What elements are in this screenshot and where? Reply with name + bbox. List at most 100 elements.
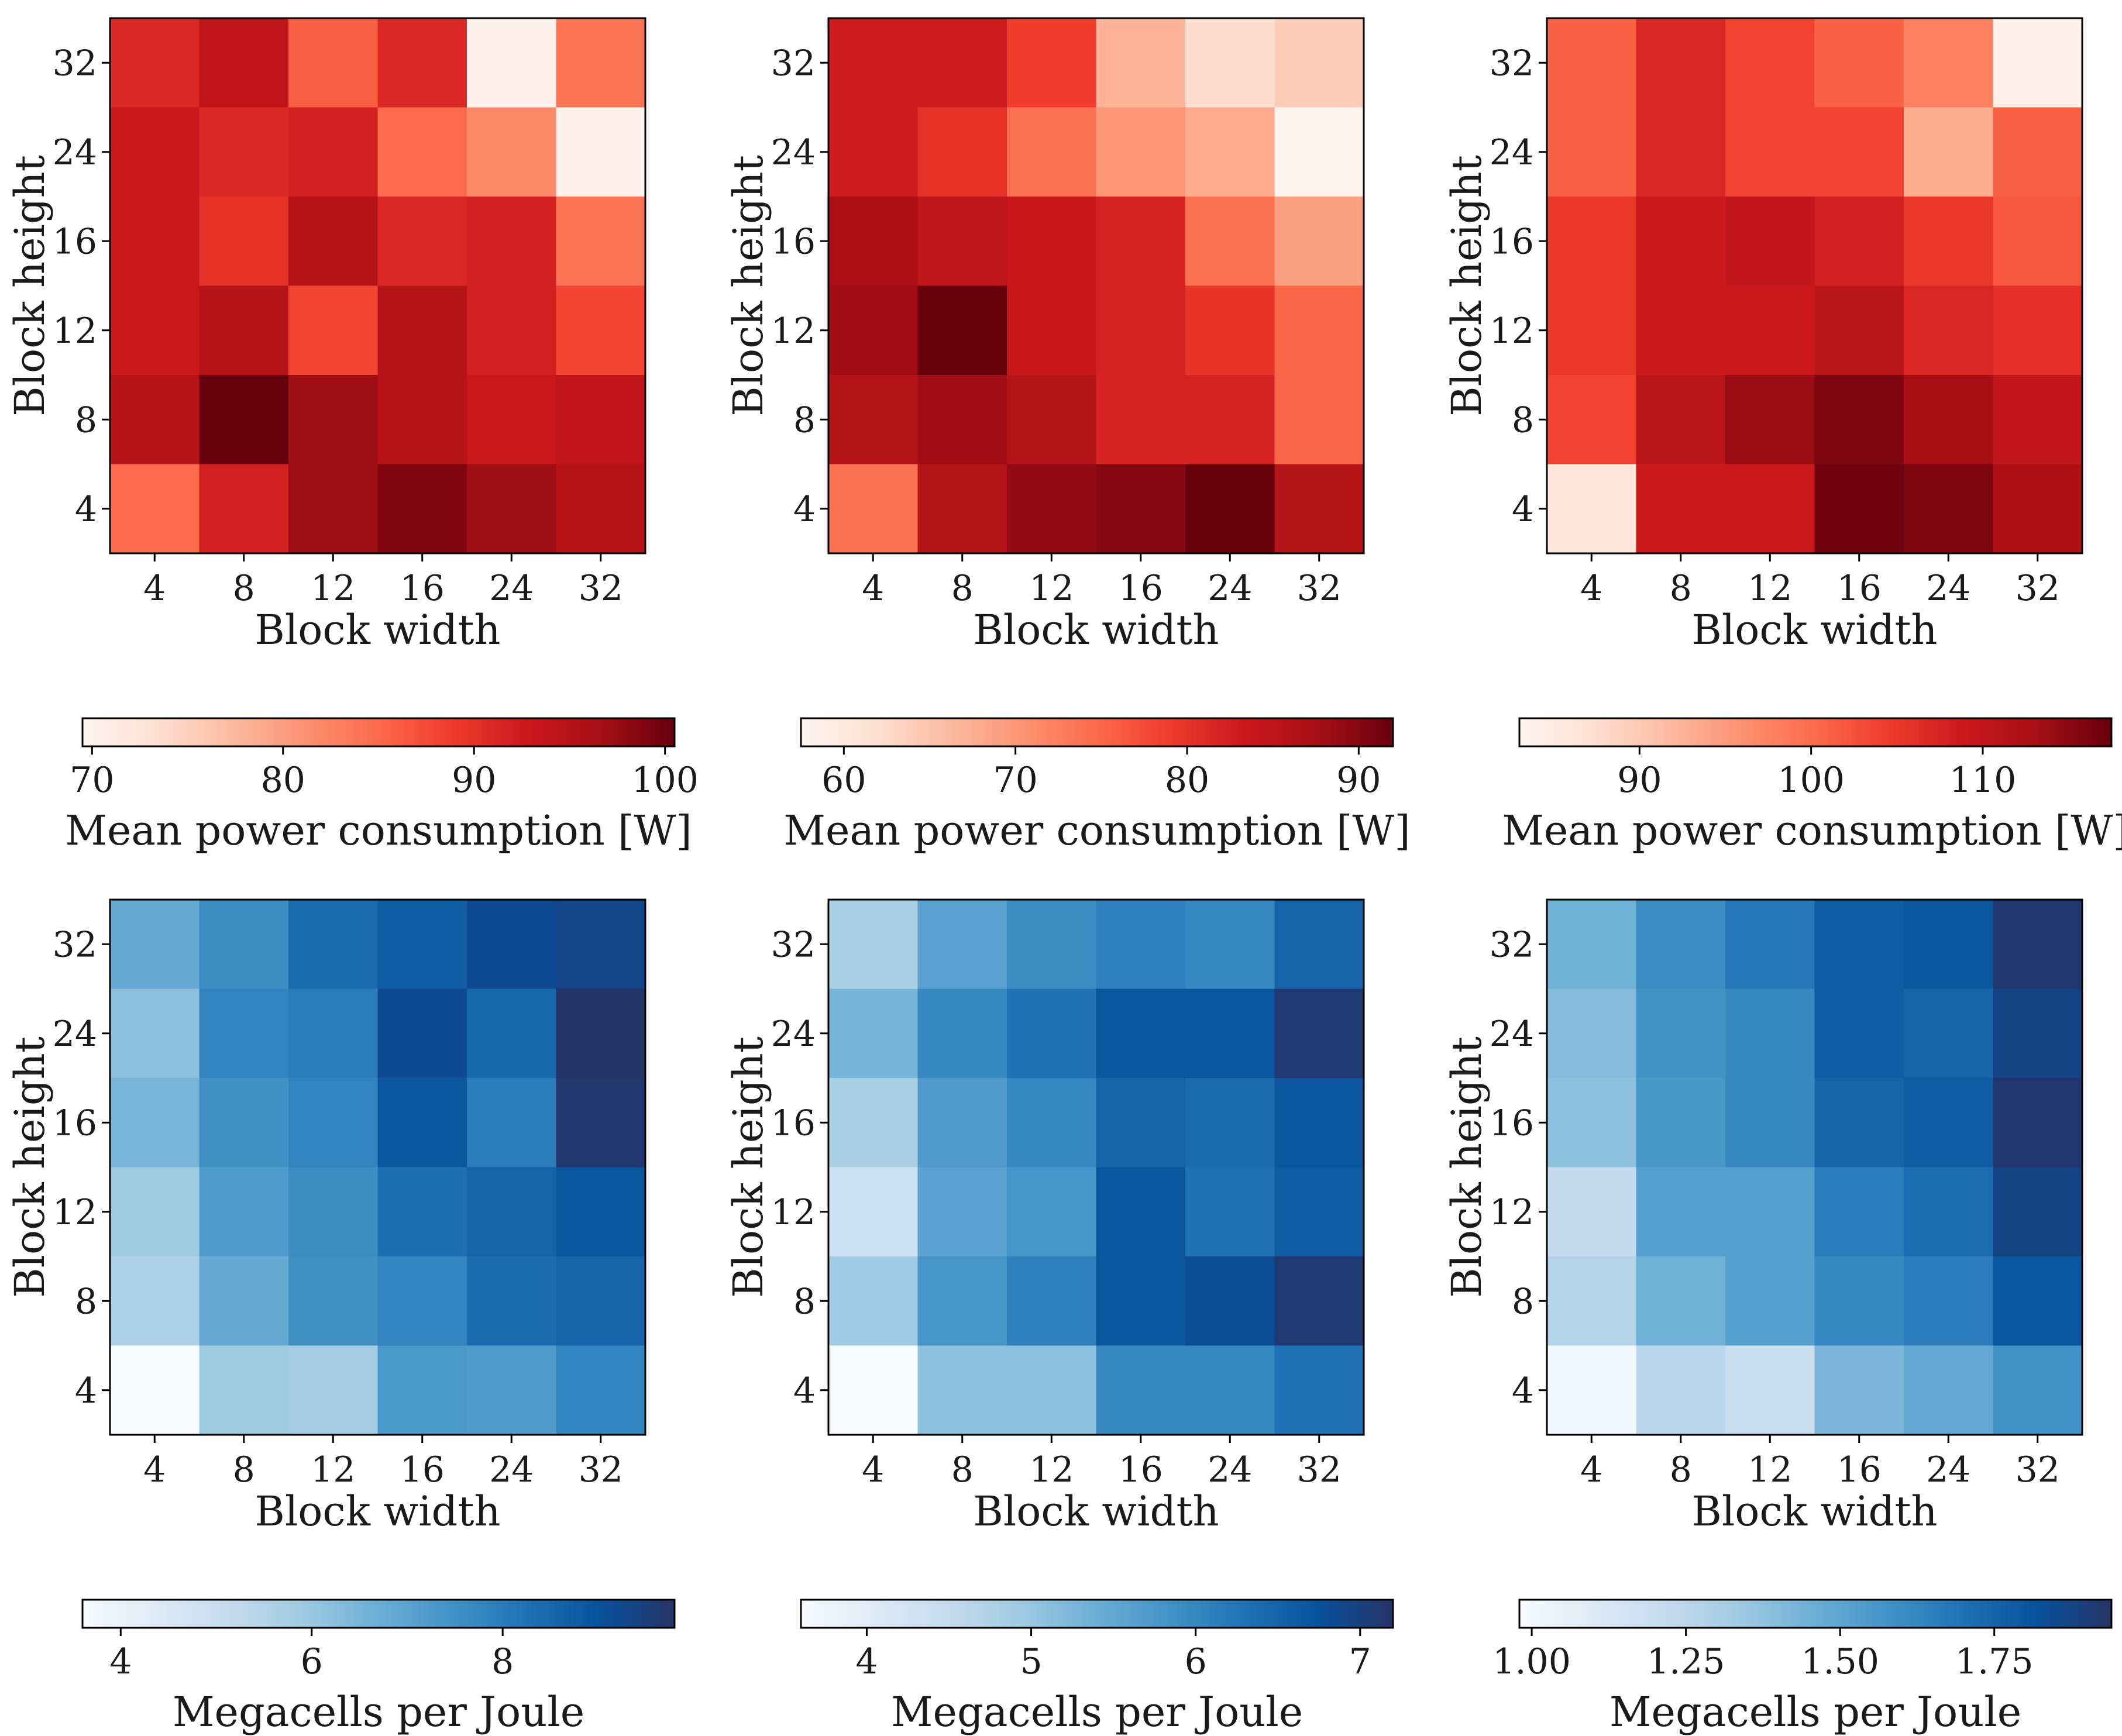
heatmap-cell [377, 18, 467, 108]
heatmap-cell [917, 988, 1007, 1079]
heatmap-cell [467, 1078, 557, 1168]
heatmap-cell [110, 375, 200, 465]
heatmap-cell [1185, 1078, 1275, 1168]
x-tick-label: 24 [1926, 1449, 1970, 1490]
heatmap-cell [1725, 1167, 1815, 1257]
heatmap-cell [1814, 1167, 1904, 1257]
heatmap-cell [1007, 375, 1097, 465]
heatmap-cell [1096, 285, 1186, 376]
heatmap-panel-bottom-middle: 4 8 12 16 24 32 4 8 12 16 24 32 Block width Block hei… [724, 898, 1394, 1736]
heatmap-cell [1185, 1345, 1275, 1435]
heatmap-cell [1007, 1078, 1097, 1168]
heatmap-cell [1993, 285, 2083, 376]
heatmap-cell [828, 285, 919, 376]
y-tick-label: 32 [1490, 924, 1534, 965]
colorbar-tick-label: 1.00 [1492, 1641, 1571, 1682]
heatmap-cell [1096, 18, 1186, 108]
colorbar-tick-label: 6 [1185, 1641, 1207, 1682]
heatmap-cell [917, 1078, 1007, 1168]
heatmap-cell [288, 1167, 379, 1257]
y-tick-label: 24 [1490, 132, 1534, 173]
heatmap-cell [556, 18, 646, 108]
heatmap-cell [110, 1256, 200, 1346]
heatmap-cell [377, 900, 467, 990]
heatmap-cell [1814, 1256, 1904, 1346]
heatmap-cell [288, 1078, 379, 1168]
x-tick-label: 16 [1119, 1449, 1163, 1490]
x-tick-label: 32 [1297, 568, 1342, 609]
y-tick-label: 4 [75, 1370, 97, 1411]
heatmap-cell [1007, 285, 1097, 376]
y-tick-label: 12 [771, 311, 816, 352]
x-axis-label: Block width [254, 606, 500, 654]
heatmap-cell [1725, 1256, 1815, 1346]
heatmap-cell [199, 464, 289, 554]
heatmap-cell [1636, 1078, 1726, 1168]
heatmap-cell [1725, 1345, 1815, 1435]
heatmap-cell [1185, 1256, 1275, 1346]
heatmap-cell [1725, 900, 1815, 990]
x-tick-label: 32 [2016, 1449, 2060, 1490]
heatmap-cell [199, 107, 289, 197]
heatmap-cell [467, 988, 557, 1079]
heatmap-cell [1725, 988, 1815, 1079]
colorbar-tick-label: 70 [993, 760, 1037, 801]
heatmap-cell [556, 197, 646, 287]
heatmap-cell [828, 1256, 919, 1346]
colorbar-label: Mean power consumption [W] [65, 807, 692, 855]
heatmap-cell [1904, 375, 1994, 465]
heatmap-cell [917, 1167, 1007, 1257]
x-tick-label: 4 [1580, 1449, 1602, 1490]
heatmap-cell [199, 285, 289, 376]
heatmap-cell [1725, 197, 1815, 287]
y-tick-label: 32 [771, 43, 816, 84]
heatmap-cell [1636, 1256, 1726, 1346]
heatmap-cell [110, 988, 200, 1079]
heatmap-cell [110, 1167, 200, 1257]
heatmap-cell [1814, 464, 1904, 554]
y-tick-label: 24 [771, 132, 816, 173]
heatmap-cell [1904, 900, 1994, 990]
y-tick-label: 16 [771, 221, 816, 262]
heatmap-cell [1814, 1345, 1904, 1435]
y-tick-label: 24 [1490, 1014, 1534, 1055]
x-tick-label: 32 [579, 1449, 623, 1490]
x-tick-label: 8 [233, 1449, 255, 1490]
heatmap-cell [1993, 900, 2083, 990]
x-tick-label: 4 [1580, 568, 1602, 609]
y-tick-label: 32 [771, 924, 816, 965]
heatmap-cell [110, 285, 200, 376]
heatmap-cell [917, 107, 1007, 197]
plot-frame [109, 898, 646, 1436]
heatmap-cell [199, 988, 289, 1079]
x-tick-label: 12 [1029, 1449, 1074, 1490]
colorbar-tick-label: 100 [631, 760, 699, 801]
colorbar-tick-label: 1.25 [1647, 1641, 1725, 1682]
colorbar-label: Megacells per Joule [173, 1688, 584, 1736]
heatmap-cell [1007, 1167, 1097, 1257]
heatmap-cell [1547, 18, 1637, 108]
heatmap-cell [1993, 1345, 2083, 1435]
colorbar-label: Mean power consumption [W] [1502, 807, 2122, 855]
heatmap-cell [1814, 107, 1904, 197]
x-axis-label: Block width [973, 606, 1219, 654]
heatmap-cell [467, 197, 557, 287]
y-tick-label: 32 [1490, 43, 1534, 84]
heatmap-panel-top-right: 4 8 12 16 24 32 4 8 12 16 24 32 Block width Block hei… [1443, 17, 2122, 855]
heatmap-cell [1725, 107, 1815, 197]
heatmap-cell [1904, 285, 1994, 376]
heatmap-cell [1185, 197, 1275, 287]
x-tick-label: 4 [862, 1449, 884, 1490]
heatmap-cell [467, 1345, 557, 1435]
heatmap-cell [1547, 1167, 1637, 1257]
heatmap-panel-bottom-left: 4 8 12 16 24 32 4 8 12 16 24 32 Block width Block hei… [6, 898, 676, 1736]
heatmap-cell [917, 900, 1007, 990]
heatmap-cell [1993, 1256, 2083, 1346]
heatmap-cell [110, 1078, 200, 1168]
heatmap-cell [1904, 107, 1994, 197]
heatmap-cell [1547, 988, 1637, 1079]
heatmap-cell [1547, 1345, 1637, 1435]
heatmap-cell [377, 1345, 467, 1435]
heatmap-cell [377, 1256, 467, 1346]
heatmap-cell [1274, 107, 1364, 197]
